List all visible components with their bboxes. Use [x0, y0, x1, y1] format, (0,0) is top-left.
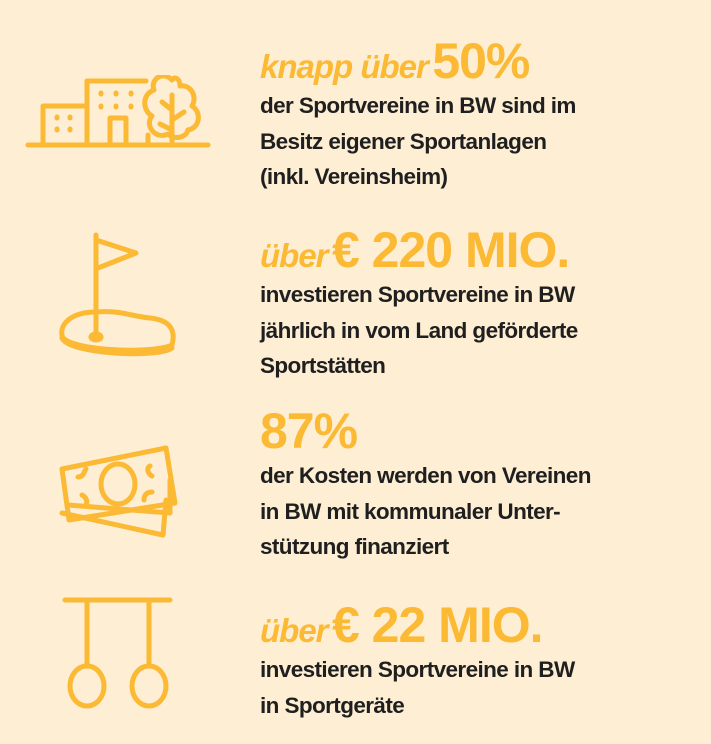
fact-value: 87% — [260, 403, 358, 459]
fact-prefix: knapp über — [260, 48, 429, 85]
fact-line: Besitz eigener Sportanlagen — [260, 128, 547, 154]
fact-prefix: über — [260, 237, 329, 274]
fact-line: der Sportvereine in BW sind im — [260, 93, 576, 118]
fact-annual-investment: über € 220 MIO. investieren Sportvereine… — [260, 225, 578, 384]
fact-line: investieren Sportvereine in BW — [260, 282, 575, 307]
fact-description: investieren Sportvereine in BW jährlich … — [260, 277, 578, 384]
fact-headline: 87% — [260, 406, 591, 456]
fact-description: der Sportvereine in BW sind im Besitz ei… — [260, 88, 576, 195]
fact-sports-facilities-ownership: knapp über 50% der Sportvereine in BW si… — [260, 36, 576, 195]
fact-line: Sportstätten — [260, 353, 386, 378]
fact-line: (inkl. Vereinsheim) — [260, 164, 448, 189]
fact-line: investieren Sportvereine in BW — [260, 657, 575, 682]
fact-cost-share: 87% der Kosten werden von Vereinen in BW… — [260, 406, 591, 565]
fact-prefix: über — [260, 612, 329, 649]
fact-line: in BW mit kommunaler Unter- — [260, 498, 561, 524]
fact-value: € 220 MIO. — [331, 222, 570, 278]
fact-line: jährlich in vom Land geförderte — [260, 317, 578, 343]
fact-description: der Kosten werden von Vereinen in BW mit… — [260, 458, 591, 565]
gymnastic-rings-icon — [62, 597, 173, 709]
fact-line: stützung finanziert — [260, 534, 449, 559]
fact-line: in Sportgeräte — [260, 692, 405, 718]
banknotes-icon — [59, 445, 178, 538]
buildings-tree-icon — [25, 75, 211, 148]
fact-headline: über € 22 MIO. — [260, 600, 575, 650]
fact-value: 50% — [432, 33, 530, 89]
fact-headline: über € 220 MIO. — [260, 225, 578, 275]
fact-value: € 22 MIO. — [331, 597, 544, 653]
golf-flag-icon — [59, 232, 176, 357]
fact-description: investieren Sportvereine in BW in Sportg… — [260, 652, 575, 723]
fact-headline: knapp über 50% — [260, 36, 576, 86]
fact-equipment-investment: über € 22 MIO. investieren Sportvereine … — [260, 600, 575, 723]
fact-line: der Kosten werden von Vereinen — [260, 463, 591, 488]
